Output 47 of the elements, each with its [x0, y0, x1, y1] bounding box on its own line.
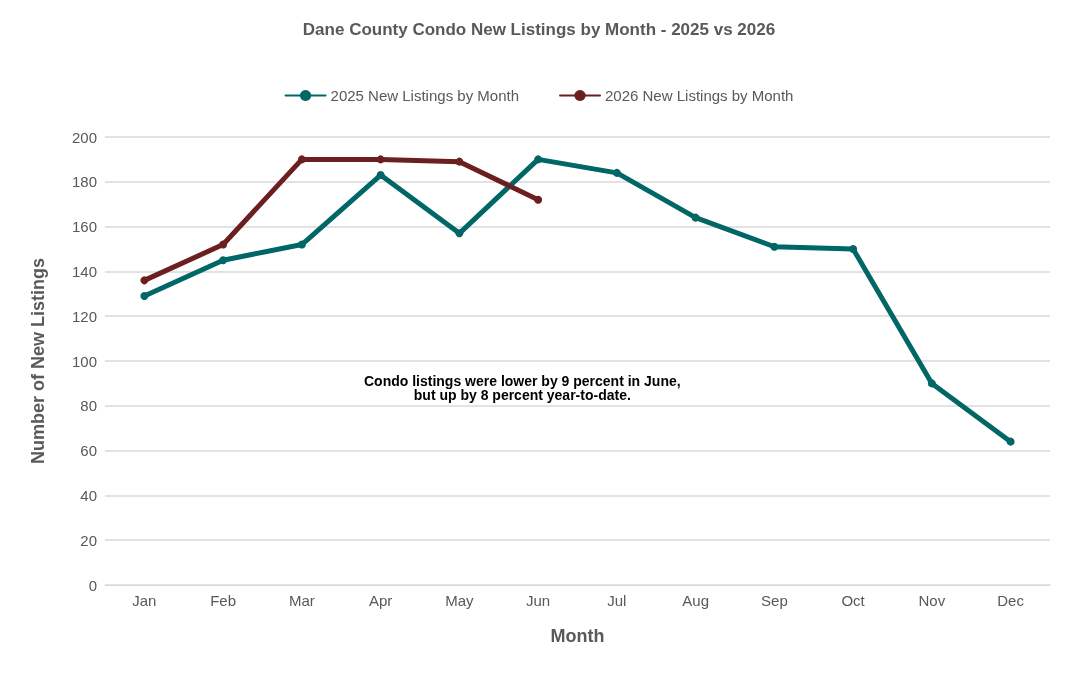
point — [534, 155, 543, 164]
x-axis-title: Month — [550, 626, 605, 646]
x-tick-label: Oct — [841, 592, 866, 609]
x-tick-label: Jan — [132, 592, 157, 609]
point — [455, 157, 464, 166]
point — [534, 195, 543, 204]
point — [297, 155, 306, 164]
point — [612, 168, 621, 177]
point — [1006, 437, 1015, 446]
point — [691, 213, 700, 222]
y-tick-label: 100 — [71, 352, 97, 370]
y-tick-label: 180 — [71, 173, 97, 191]
y-tick-label: 40 — [80, 486, 97, 504]
y-axis-title: Number of New Listings — [28, 257, 48, 465]
point — [770, 242, 779, 251]
x-tick-label: Nov — [918, 592, 946, 609]
x-tick-label: Dec — [997, 592, 1025, 609]
annotation: Condo listings were lower by 9 percent in June, but up by 8 percent year-to-date. — [364, 373, 681, 403]
point — [140, 292, 149, 301]
y-tick-label: 200 — [71, 128, 97, 146]
y-tick-label: 20 — [80, 531, 97, 549]
chart-title: Dane County Condo New Listings by Month - 2025 vs 2026 — [302, 20, 776, 39]
y-tick-label: 60 — [80, 442, 97, 460]
y-tick-label: 80 — [80, 397, 97, 415]
y-tick-label: 140 — [71, 262, 97, 280]
point — [849, 245, 858, 253]
point — [140, 276, 149, 285]
point — [455, 229, 464, 238]
point — [927, 379, 936, 388]
y-tick-label: 120 — [71, 307, 97, 325]
x-tick-label: Mar — [288, 592, 315, 609]
point — [219, 256, 228, 265]
x-tick-label: Apr — [368, 592, 393, 609]
legend-label: 2026 New Listings by Month — [605, 87, 794, 104]
x-tick-label: Aug — [682, 592, 709, 609]
x-tick-label: Feb — [210, 592, 237, 609]
x-tick-label: May — [445, 592, 475, 609]
point — [376, 171, 385, 180]
y-tick-label: 0 — [88, 576, 97, 594]
legend-label: 2025 New Listings by Month — [330, 87, 519, 104]
y-tick-label: 160 — [71, 218, 97, 236]
point — [219, 240, 228, 249]
x-tick-label: Sep — [761, 592, 788, 609]
x-tick-label: Jun — [526, 592, 551, 609]
point — [297, 240, 306, 249]
x-tick-label: Jul — [607, 592, 627, 609]
point — [376, 155, 385, 164]
